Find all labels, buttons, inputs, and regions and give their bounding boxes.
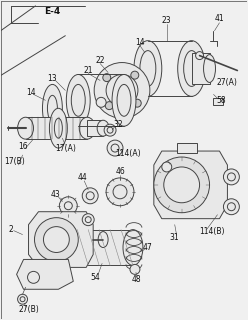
Circle shape	[94, 62, 150, 118]
Text: 13: 13	[48, 74, 57, 83]
Circle shape	[107, 127, 113, 133]
Ellipse shape	[79, 117, 95, 139]
Circle shape	[107, 140, 123, 156]
Circle shape	[162, 162, 172, 172]
Circle shape	[96, 97, 106, 107]
Text: 14: 14	[26, 88, 35, 97]
Text: 17(A): 17(A)	[55, 144, 76, 153]
Text: 14: 14	[135, 38, 145, 47]
Ellipse shape	[112, 75, 136, 126]
Text: 27(B): 27(B)	[18, 305, 39, 314]
Ellipse shape	[18, 117, 33, 139]
Text: 27(A): 27(A)	[217, 78, 238, 87]
Text: 114(A): 114(A)	[115, 148, 141, 157]
Bar	[214, 98, 223, 105]
Ellipse shape	[66, 75, 90, 126]
Circle shape	[131, 71, 139, 79]
Text: 31: 31	[170, 233, 180, 242]
Circle shape	[130, 264, 140, 274]
Text: 41: 41	[215, 14, 224, 23]
Text: 16: 16	[18, 141, 27, 151]
Bar	[177, 143, 197, 153]
Circle shape	[106, 75, 138, 106]
Text: 44: 44	[77, 173, 87, 182]
Ellipse shape	[49, 108, 67, 148]
Ellipse shape	[67, 230, 87, 265]
Circle shape	[82, 188, 98, 204]
Ellipse shape	[42, 84, 62, 132]
Ellipse shape	[71, 84, 85, 116]
Circle shape	[85, 217, 91, 223]
Circle shape	[106, 178, 134, 206]
Text: 32: 32	[113, 120, 123, 129]
Ellipse shape	[97, 120, 109, 136]
Circle shape	[82, 214, 94, 226]
Circle shape	[223, 199, 239, 215]
Text: 46: 46	[115, 167, 125, 176]
Circle shape	[18, 294, 28, 304]
Text: 17(B): 17(B)	[4, 157, 25, 166]
Polygon shape	[154, 151, 227, 219]
Circle shape	[223, 169, 239, 185]
Circle shape	[104, 124, 116, 136]
Text: 43: 43	[51, 190, 60, 199]
Text: 48: 48	[132, 275, 142, 284]
Ellipse shape	[184, 51, 200, 86]
Ellipse shape	[98, 232, 108, 247]
Circle shape	[105, 102, 113, 110]
Ellipse shape	[47, 95, 57, 121]
Text: 22: 22	[95, 56, 105, 65]
Bar	[77, 230, 133, 265]
Bar	[87, 120, 103, 136]
Ellipse shape	[204, 55, 216, 83]
Ellipse shape	[54, 118, 62, 138]
Circle shape	[111, 144, 119, 152]
Circle shape	[86, 192, 94, 200]
Circle shape	[196, 52, 204, 60]
Text: 21: 21	[83, 66, 93, 75]
Circle shape	[227, 173, 235, 181]
Text: 2: 2	[8, 225, 13, 234]
Text: 114(B): 114(B)	[199, 227, 224, 236]
Text: 58: 58	[217, 96, 226, 105]
Polygon shape	[17, 260, 73, 289]
Text: 54: 54	[90, 273, 100, 282]
Ellipse shape	[123, 230, 143, 265]
Circle shape	[64, 202, 72, 210]
Circle shape	[28, 271, 39, 283]
Text: 23: 23	[162, 16, 172, 25]
Text: E-4: E-4	[44, 7, 61, 16]
Bar	[26, 117, 87, 139]
Circle shape	[43, 227, 69, 252]
Bar	[192, 52, 210, 84]
Circle shape	[133, 99, 141, 107]
Circle shape	[164, 167, 200, 203]
Circle shape	[103, 74, 111, 82]
Text: 47: 47	[143, 243, 153, 252]
Circle shape	[59, 197, 77, 215]
Circle shape	[34, 218, 78, 261]
Polygon shape	[29, 212, 93, 268]
Ellipse shape	[140, 51, 156, 86]
Circle shape	[113, 185, 127, 199]
Circle shape	[227, 203, 235, 211]
Ellipse shape	[178, 41, 206, 96]
Circle shape	[114, 83, 130, 98]
Ellipse shape	[117, 84, 131, 116]
Ellipse shape	[134, 41, 162, 96]
Circle shape	[20, 297, 25, 302]
Circle shape	[154, 157, 210, 213]
